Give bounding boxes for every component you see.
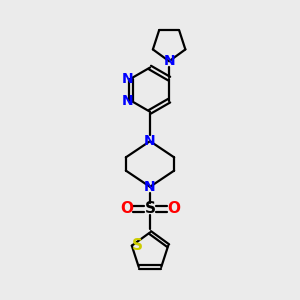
- Text: N: N: [163, 54, 175, 68]
- Text: S: S: [132, 238, 142, 253]
- Text: S: S: [145, 201, 155, 216]
- Text: O: O: [120, 201, 133, 216]
- Text: N: N: [144, 134, 156, 148]
- Text: N: N: [122, 72, 133, 86]
- Text: N: N: [122, 94, 133, 108]
- Text: O: O: [167, 201, 180, 216]
- Text: N: N: [144, 180, 156, 194]
